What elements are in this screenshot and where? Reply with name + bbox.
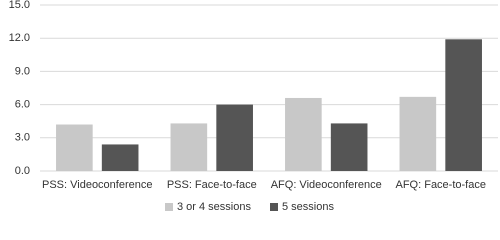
bar (399, 96, 437, 171)
y-tick-label: 9.0 (15, 65, 30, 77)
x-tick-label: PSS: Face-to-face (167, 179, 257, 191)
x-tick-label: PSS: Videoconference (42, 179, 152, 191)
y-tick-label: 0.0 (15, 165, 30, 177)
y-tick-label: 12.0 (9, 32, 30, 44)
legend-label: 5 sessions (282, 201, 334, 213)
legend-label: 3 or 4 sessions (177, 201, 251, 213)
bar (170, 123, 208, 171)
legend-swatch (165, 203, 173, 211)
chart: 0.0 3.0 6.0 9.0 12.0 15.0 PSS: Videoconference… (9, 0, 498, 213)
bar (101, 144, 139, 171)
bar (56, 124, 93, 171)
y-tick-label: 6.0 (15, 99, 30, 111)
bar (445, 39, 482, 171)
bar (285, 97, 322, 171)
y-tick-label: 15.0 (9, 0, 30, 11)
bar (330, 123, 368, 171)
y-tick-label: 3.0 (15, 132, 30, 144)
x-tick-label: AFQ: Videoconference (271, 179, 382, 191)
legend-swatch (270, 203, 278, 211)
bar (216, 104, 253, 171)
x-tick-label: AFQ: Face-to-face (396, 179, 486, 191)
